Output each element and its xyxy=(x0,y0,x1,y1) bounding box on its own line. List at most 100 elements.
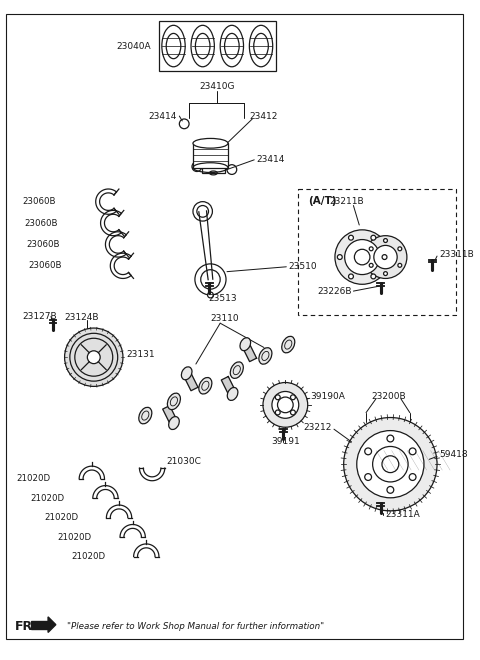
Polygon shape xyxy=(31,621,48,628)
Bar xyxy=(159,20,276,71)
Text: 21020D: 21020D xyxy=(17,475,51,483)
Polygon shape xyxy=(163,406,178,425)
Text: 23211B: 23211B xyxy=(329,197,364,206)
Circle shape xyxy=(387,435,394,442)
Circle shape xyxy=(365,474,372,480)
Polygon shape xyxy=(199,211,213,280)
Bar xyxy=(193,143,228,168)
Text: 23060B: 23060B xyxy=(23,197,56,206)
Circle shape xyxy=(371,274,376,279)
Text: 23110: 23110 xyxy=(210,314,239,323)
Bar xyxy=(298,189,456,315)
Circle shape xyxy=(345,240,380,275)
Text: 23414: 23414 xyxy=(148,112,177,121)
Circle shape xyxy=(195,264,226,295)
Text: 23212: 23212 xyxy=(304,423,332,432)
Circle shape xyxy=(87,351,100,364)
Ellipse shape xyxy=(259,348,272,364)
Polygon shape xyxy=(120,525,145,537)
Text: 39191: 39191 xyxy=(271,438,300,446)
Circle shape xyxy=(344,418,437,511)
Circle shape xyxy=(290,410,295,415)
Circle shape xyxy=(193,202,213,221)
Circle shape xyxy=(369,263,373,267)
Polygon shape xyxy=(183,372,198,391)
Ellipse shape xyxy=(227,387,238,401)
Ellipse shape xyxy=(168,416,179,430)
Text: 23124B: 23124B xyxy=(65,313,99,322)
Circle shape xyxy=(409,474,416,480)
Circle shape xyxy=(382,255,387,259)
Circle shape xyxy=(272,391,299,418)
Ellipse shape xyxy=(240,338,251,350)
Circle shape xyxy=(263,383,308,427)
Text: 23410G: 23410G xyxy=(200,82,235,91)
Ellipse shape xyxy=(230,362,243,378)
Circle shape xyxy=(357,430,424,498)
Text: 23127B: 23127B xyxy=(23,312,58,321)
Text: FR.: FR. xyxy=(15,620,38,633)
Text: 21020D: 21020D xyxy=(58,533,92,542)
Text: 23200B: 23200B xyxy=(371,391,406,401)
Circle shape xyxy=(384,272,387,275)
Text: 23226B: 23226B xyxy=(317,286,351,296)
Ellipse shape xyxy=(168,393,180,410)
Text: 21020D: 21020D xyxy=(30,494,65,503)
Circle shape xyxy=(290,395,295,400)
Circle shape xyxy=(384,239,387,242)
Text: "Please refer to Work Shop Manual for further information": "Please refer to Work Shop Manual for fu… xyxy=(67,622,324,631)
Text: 23060B: 23060B xyxy=(24,218,58,228)
Circle shape xyxy=(372,446,408,482)
Text: 21030C: 21030C xyxy=(167,457,202,466)
Polygon shape xyxy=(107,505,132,517)
Polygon shape xyxy=(101,211,121,236)
Ellipse shape xyxy=(193,139,228,148)
Circle shape xyxy=(337,255,342,259)
Circle shape xyxy=(409,448,416,455)
Circle shape xyxy=(398,263,402,267)
Polygon shape xyxy=(79,466,105,478)
Circle shape xyxy=(335,230,389,284)
Ellipse shape xyxy=(209,164,217,168)
Circle shape xyxy=(364,236,407,279)
Text: 59418: 59418 xyxy=(439,450,468,459)
Text: 21020D: 21020D xyxy=(44,513,78,522)
Polygon shape xyxy=(96,189,117,214)
Circle shape xyxy=(276,395,280,400)
Ellipse shape xyxy=(199,378,212,394)
Text: 39190A: 39190A xyxy=(311,391,346,401)
Polygon shape xyxy=(48,617,56,632)
Text: 23311B: 23311B xyxy=(439,249,474,259)
Text: 21020D: 21020D xyxy=(72,552,106,561)
Text: (A/T): (A/T) xyxy=(308,195,336,206)
Text: 23060B: 23060B xyxy=(28,261,62,271)
Text: 23412: 23412 xyxy=(250,112,278,121)
Circle shape xyxy=(65,328,123,386)
Polygon shape xyxy=(242,343,257,362)
Circle shape xyxy=(374,246,397,269)
Text: 23131: 23131 xyxy=(126,350,155,359)
Circle shape xyxy=(348,274,353,279)
Circle shape xyxy=(348,235,353,240)
Text: 23311A: 23311A xyxy=(385,510,420,519)
Ellipse shape xyxy=(282,337,295,353)
Text: 23040A: 23040A xyxy=(117,42,151,51)
Text: 23414: 23414 xyxy=(256,155,285,164)
Circle shape xyxy=(365,448,372,455)
Polygon shape xyxy=(140,468,165,480)
Text: 23510: 23510 xyxy=(288,262,317,271)
Ellipse shape xyxy=(139,407,152,424)
Polygon shape xyxy=(106,232,126,257)
Polygon shape xyxy=(133,544,159,556)
Bar xyxy=(202,166,225,173)
Text: 23060B: 23060B xyxy=(26,240,60,249)
Text: 23513: 23513 xyxy=(208,294,237,304)
Ellipse shape xyxy=(181,367,192,380)
Circle shape xyxy=(371,235,376,240)
Circle shape xyxy=(387,486,394,493)
Circle shape xyxy=(398,247,402,251)
Polygon shape xyxy=(110,253,131,279)
Circle shape xyxy=(207,292,214,298)
Polygon shape xyxy=(221,377,236,396)
Circle shape xyxy=(369,247,373,251)
